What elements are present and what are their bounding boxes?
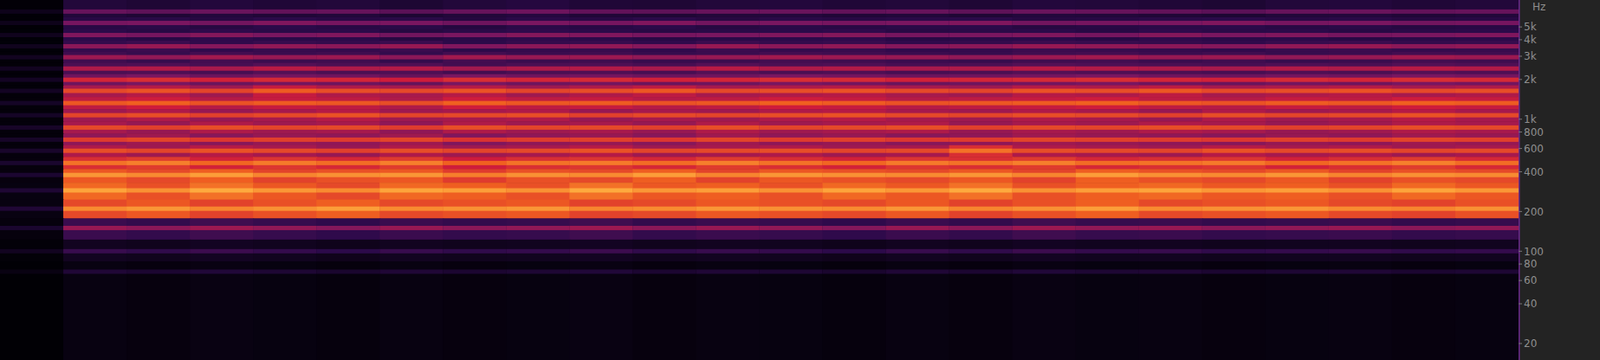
svg-text:800: 800 [1523,126,1544,139]
svg-text:1k: 1k [1523,113,1537,126]
svg-text:4k: 4k [1523,33,1537,46]
svg-text:3k: 3k [1523,50,1537,63]
svg-text:2k: 2k [1523,73,1537,86]
svg-text:600: 600 [1523,142,1544,156]
svg-text:100: 100 [1523,246,1544,259]
svg-text:60: 60 [1523,274,1537,287]
svg-text:200: 200 [1523,206,1544,219]
html-text:Hz: Hz [1532,0,1546,13]
svg-text:40: 40 [1523,297,1537,311]
svg-text:80: 80 [1523,258,1537,271]
svg-text:5k: 5k [1523,20,1537,33]
svg-text:20: 20 [1523,337,1537,350]
svg-text:400: 400 [1523,166,1544,179]
